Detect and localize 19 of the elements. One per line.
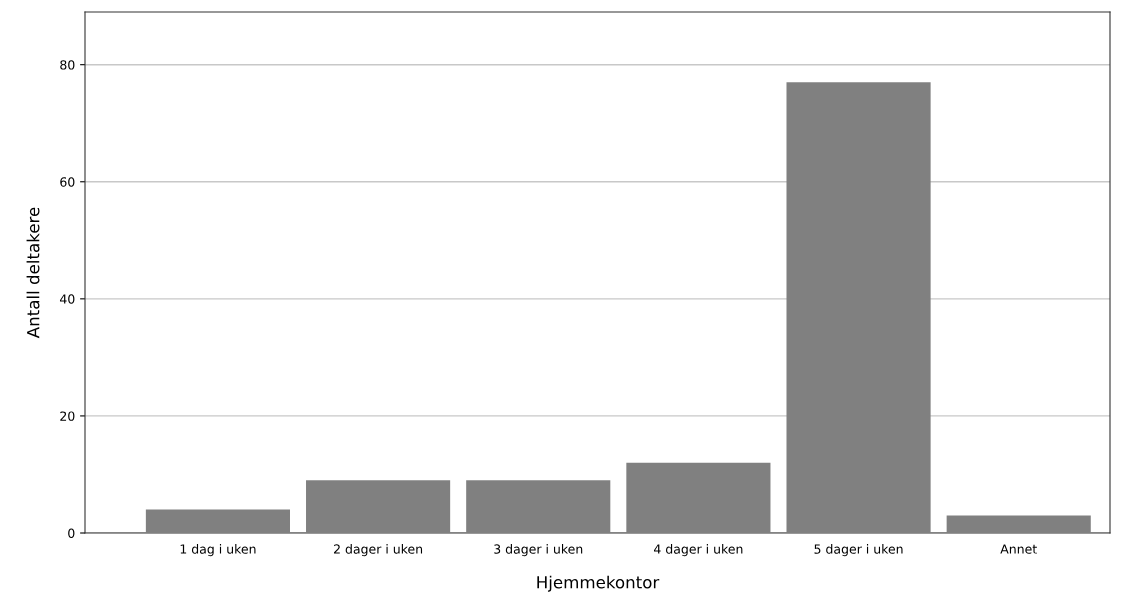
y-tick-label: 0 [68,528,75,538]
y-axis-title: Antall deltakere [26,207,40,339]
x-axis-title: Hjemmekontor [537,575,660,592]
y-tick-label: 80 [60,60,75,70]
bar [306,480,451,533]
bar [626,462,771,533]
x-tick-label: 1 dag i uken [180,544,256,557]
x-tick-label: 3 dager i uken [494,544,583,557]
x-tick-label: 4 dager i uken [654,544,743,557]
bar [145,509,290,533]
x-tick-label: Annet [1000,544,1037,554]
y-tick-label: 40 [59,294,75,304]
bar [786,82,931,533]
y-tick-label: 20 [60,411,75,421]
bar [946,515,1091,533]
bar [466,480,611,533]
x-tick-label: 5 dager i uken [814,544,903,557]
x-tick-label: 2 dager i uken [333,544,423,557]
y-tick-label: 60 [60,177,75,187]
